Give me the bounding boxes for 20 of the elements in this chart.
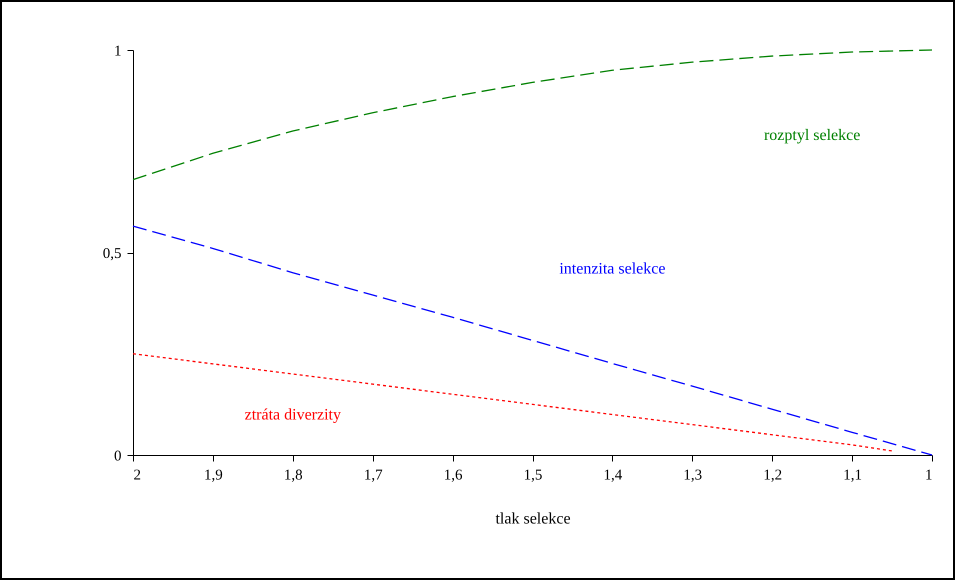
x-tick-label: 1,5 bbox=[524, 468, 542, 484]
x-tick-label: 1,7 bbox=[364, 468, 384, 484]
x-tick-label: 1,8 bbox=[284, 468, 303, 484]
x-tick-label: 1,1 bbox=[843, 468, 862, 484]
series-label: ztráta diverzity bbox=[244, 406, 341, 424]
text: intenzita selekce bbox=[559, 260, 666, 278]
y-tick-label: 0 bbox=[114, 448, 122, 464]
x-tick-label: 1,2 bbox=[763, 468, 782, 484]
y-tick-label: 1 bbox=[114, 44, 122, 60]
x-tick-label: 1,3 bbox=[683, 468, 702, 484]
x-tick-label: 1 bbox=[925, 468, 932, 484]
x-tick-label: 2 bbox=[134, 468, 141, 484]
x-tick-label: 1,6 bbox=[444, 468, 463, 484]
line-series bbox=[132, 49, 933, 180]
x-tick-label: 1,9 bbox=[204, 468, 223, 484]
x-tick-label: 1,4 bbox=[604, 468, 623, 484]
y-tick-label: 0,5 bbox=[102, 246, 122, 262]
text: rozptyl selekce bbox=[764, 127, 860, 144]
x-axis-title: tlak selekce bbox=[495, 510, 571, 528]
line-series bbox=[132, 353, 893, 452]
